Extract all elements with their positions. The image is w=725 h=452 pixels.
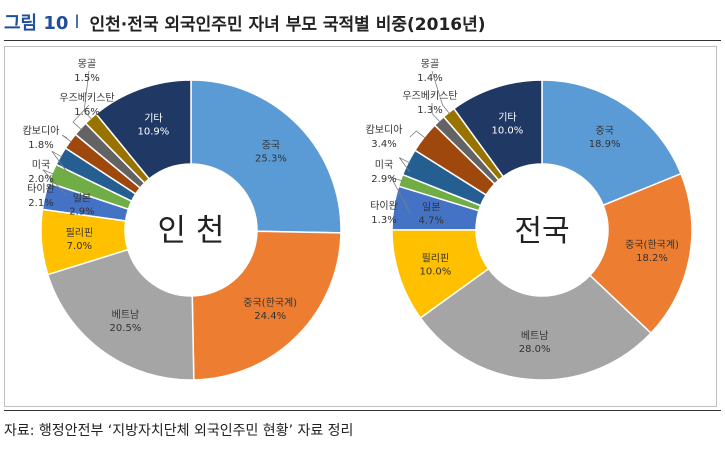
slice-value-japan: 2.9% bbox=[69, 207, 94, 218]
leader-line-mongolia bbox=[431, 70, 451, 115]
slice-label-other: 기타 bbox=[498, 111, 516, 123]
slice-value-usa: 2.0% bbox=[28, 174, 53, 185]
source-note: 자료: 행정안전부 ‘지방자치단체 외국인주민 현황’ 자료 정리 bbox=[4, 410, 721, 449]
leader-line-mongolia bbox=[83, 70, 93, 121]
slice-label-mongolia: 몽골 bbox=[78, 58, 96, 70]
slice-value-korean_chinese: 18.2% bbox=[636, 253, 668, 264]
slice-value-other: 10.0% bbox=[492, 125, 524, 136]
slice-korean_chinese bbox=[191, 230, 342, 381]
slice-label-thailand: 타이완 bbox=[370, 200, 398, 212]
slice-label-cambodia: 캄보디아 bbox=[366, 124, 403, 136]
leader-line-thailand bbox=[42, 169, 68, 197]
slice-value-japan: 4.7% bbox=[419, 215, 444, 226]
figure-label: 그림 10 bbox=[4, 13, 69, 34]
figure-title: 인천·전국 외국인주민 자녀 부모 국적별 비중(2016년) bbox=[89, 14, 486, 35]
slice-china bbox=[190, 79, 342, 234]
slice-value-thailand: 2.1% bbox=[28, 198, 53, 209]
slice-label-usa: 미국 bbox=[375, 159, 393, 171]
leader-line-cambodia bbox=[61, 134, 73, 143]
slice-value-thailand: 1.3% bbox=[371, 215, 396, 226]
source-text: 자료: 행정안전부 ‘지방자치단체 외국인주민 현황’ 자료 정리 bbox=[4, 423, 354, 439]
figure-separator: l bbox=[74, 11, 80, 33]
donut-chart-1: 인 천 중국 25.3% 중국(한국계) 24.4% 베트남 20.5% 필리핀 7.0% 일본 2… bbox=[23, 58, 342, 381]
leader-line-usa bbox=[51, 150, 68, 173]
slice-label-cambodia: 캄보디아 bbox=[23, 125, 60, 137]
slice-value-china: 25.3% bbox=[255, 154, 287, 165]
slice-label-usa: 미국 bbox=[32, 159, 50, 171]
leader-line-usa bbox=[398, 157, 411, 173]
slice-value-philippines: 10.0% bbox=[420, 266, 452, 277]
slice-value-mongolia: 1.4% bbox=[417, 73, 442, 84]
leader-line-cambodia bbox=[409, 130, 426, 139]
donut-chart-2: 전국 중국 18.9% 중국(한국계) 18.2% 베트남 28.0% 필리핀 10.0% 일본 4… bbox=[366, 58, 693, 381]
slice-label-china: 중국 bbox=[595, 125, 613, 137]
slice-other bbox=[452, 79, 543, 178]
slice-other bbox=[95, 79, 192, 180]
slice-label-korean_chinese: 중국(한국계) bbox=[625, 239, 679, 251]
slice-value-mongolia: 1.5% bbox=[74, 73, 99, 84]
leader-line-uzbekistan bbox=[72, 104, 90, 131]
slice-value-philippines: 7.0% bbox=[67, 241, 92, 252]
slice-value-vietnam: 28.0% bbox=[519, 344, 551, 355]
center-label: 전국 bbox=[514, 214, 569, 249]
slice-value-cambodia: 1.8% bbox=[28, 140, 53, 151]
slice-china bbox=[541, 79, 683, 207]
slice-vietnam bbox=[46, 248, 195, 381]
slice-label-philippines: 필리핀 bbox=[422, 252, 450, 264]
slice-vietnam bbox=[419, 267, 652, 381]
slice-label-korean_chinese: 중국(한국계) bbox=[243, 297, 297, 309]
slice-value-other: 10.9% bbox=[138, 127, 170, 138]
slice-label-vietnam: 베트남 bbox=[521, 330, 549, 342]
slice-label-uzbekistan: 우즈베키스탄 bbox=[59, 92, 114, 104]
slice-value-usa: 2.9% bbox=[371, 174, 396, 185]
slice-label-mongolia: 몽골 bbox=[421, 58, 439, 70]
leader-line-thailand bbox=[390, 176, 411, 214]
leader-line-uzbekistan bbox=[431, 102, 441, 123]
figure-header: 그림 10 l 인천·전국 외국인주민 자녀 부모 국적별 비중(2016년) bbox=[4, 4, 721, 41]
slice-label-japan: 일본 bbox=[73, 193, 91, 205]
slice-label-uzbekistan: 우즈베키스탄 bbox=[402, 90, 457, 102]
center-label: 인 천 bbox=[158, 213, 225, 249]
slice-label-china: 중국 bbox=[262, 140, 280, 152]
slice-value-cambodia: 3.4% bbox=[371, 139, 396, 150]
slice-label-other: 기타 bbox=[144, 113, 162, 125]
slice-label-japan: 일본 bbox=[422, 201, 440, 213]
slice-value-china: 18.9% bbox=[589, 139, 621, 150]
chart-area: 인 천 중국 25.3% 중국(한국계) 24.4% 베트남 20.5% 필리핀 7.0% 일본 2… bbox=[4, 46, 717, 407]
slice-value-uzbekistan: 1.3% bbox=[417, 105, 442, 116]
slice-value-uzbekistan: 1.6% bbox=[74, 107, 99, 118]
donut-charts: 인 천 중국 25.3% 중국(한국계) 24.4% 베트남 20.5% 필리핀 7.0% 일본 2… bbox=[23, 58, 693, 381]
slice-value-korean_chinese: 24.4% bbox=[254, 311, 286, 322]
slice-label-thailand: 타이완 bbox=[27, 183, 55, 195]
slice-value-vietnam: 20.5% bbox=[110, 323, 142, 334]
slice-label-vietnam: 베트남 bbox=[112, 309, 140, 321]
slice-label-philippines: 필리핀 bbox=[66, 227, 94, 239]
slice-korean_chinese bbox=[588, 172, 693, 335]
